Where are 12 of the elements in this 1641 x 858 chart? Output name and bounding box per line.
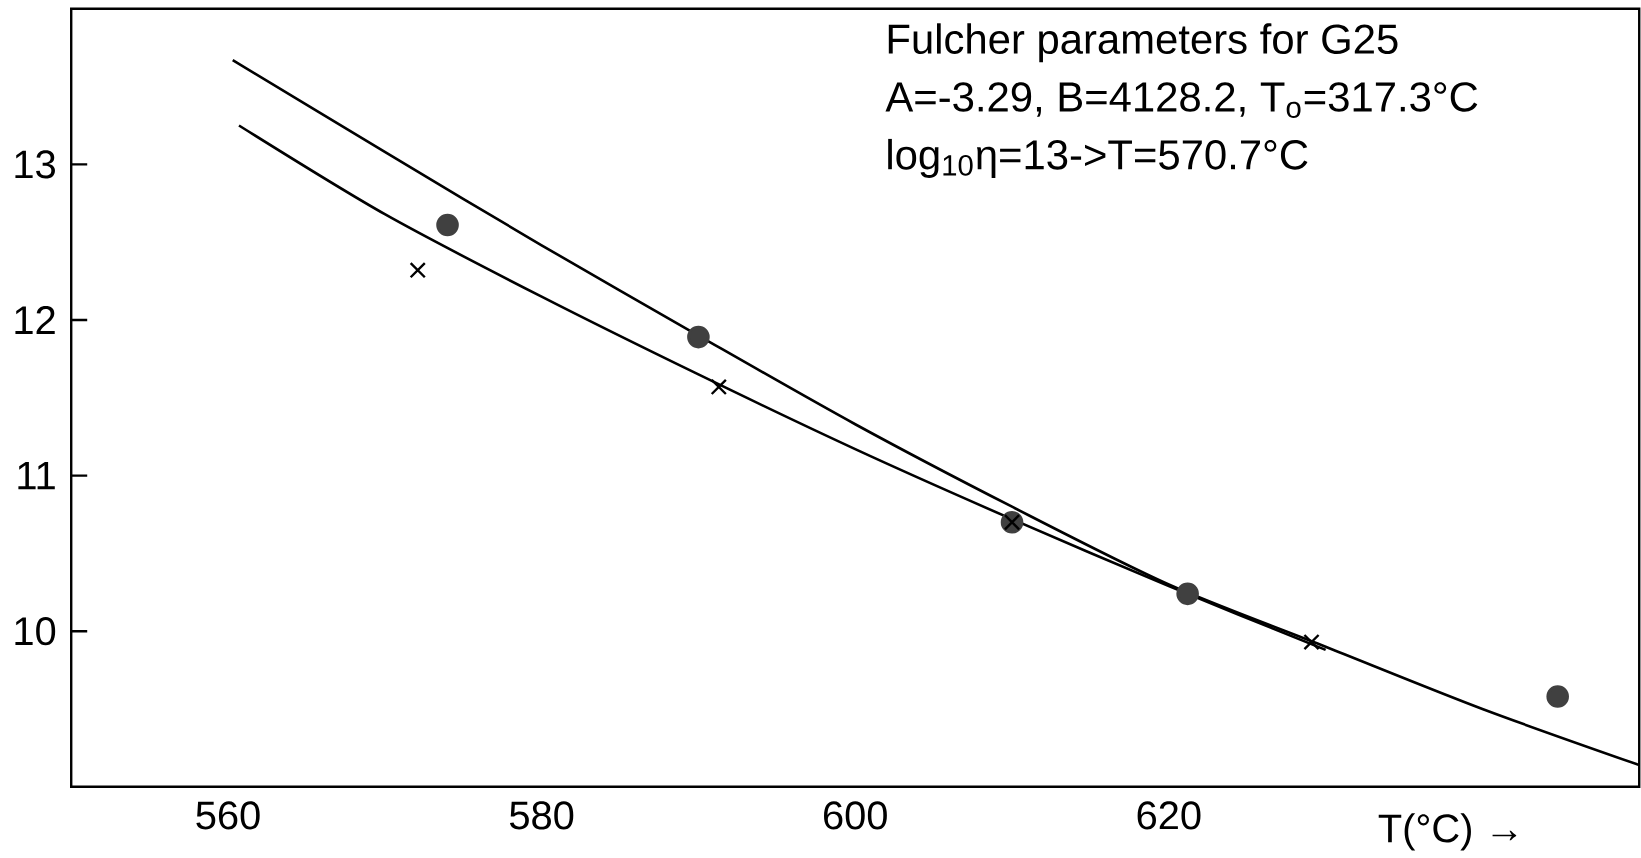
x-tick-label: 600 bbox=[824, 801, 887, 830]
x-axis-title: T(°C) → bbox=[1378, 813, 1517, 851]
annotation: A=-3.29, B=4128.2, T$_{o}$=317.3°C bbox=[885, 82, 1478, 118]
x-tick-label: 580 bbox=[509, 801, 574, 830]
x-tick-label: 620 bbox=[1137, 801, 1201, 830]
annotation: log$_{10}$η=13->T=570.7°C bbox=[888, 138, 1308, 178]
y-tick-label: 12 bbox=[15, 306, 55, 334]
y-tick-label: 13 bbox=[15, 150, 55, 179]
y-tick-label: 11 bbox=[18, 461, 55, 490]
x-tick-label: 560 bbox=[196, 801, 260, 830]
annotation: Fulcher parameters for G25 bbox=[888, 23, 1398, 63]
y-tick-label: 10 bbox=[15, 617, 56, 646]
